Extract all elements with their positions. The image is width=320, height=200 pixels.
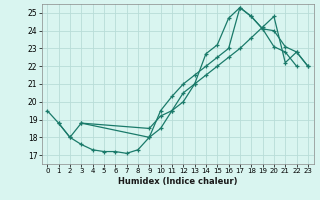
X-axis label: Humidex (Indice chaleur): Humidex (Indice chaleur) <box>118 177 237 186</box>
